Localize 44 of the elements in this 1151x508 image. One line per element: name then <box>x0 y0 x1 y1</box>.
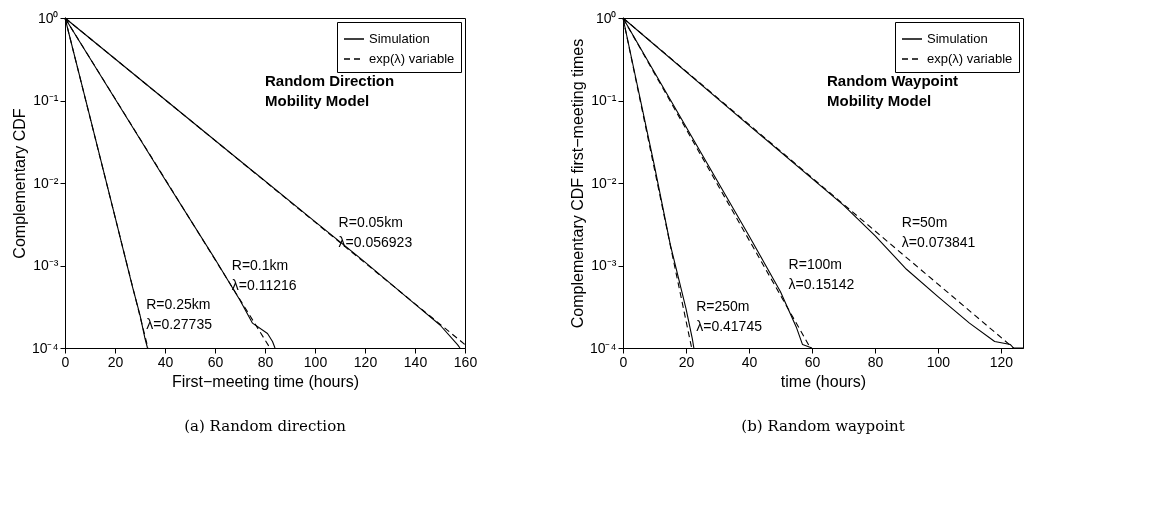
y-tick-label: 10⁻³ <box>33 257 59 273</box>
x-axis-title: time (hours) <box>780 372 867 390</box>
y-axis-title: Complementary CDF first−meeting times <box>568 38 586 329</box>
annotation: Random Direction Mobility Model <box>265 71 395 109</box>
annotation: R=100m λ=0.15142 <box>788 255 855 292</box>
text: (b) Random waypoint <box>741 417 905 435</box>
annotation: R=0.05km λ=0.056923 <box>338 213 413 250</box>
legend-label: exp(λ) variable <box>927 51 1013 66</box>
x-tick-label: 100 <box>926 353 951 370</box>
y-tick-label: 10⁻¹ <box>591 92 617 108</box>
x-tick-label: 60 <box>207 353 224 370</box>
y-tick-label: 10⁻⁴ <box>31 339 59 356</box>
annotation: Random Waypoint Mobility Model <box>827 71 959 109</box>
legend-label: Simulation <box>369 31 430 46</box>
x-tick-label: 80 <box>257 353 274 370</box>
text: (a) Random direction <box>184 417 347 435</box>
y-tick-label: 10⁰ <box>37 9 59 26</box>
x-tick-label: 140 <box>403 353 428 370</box>
x-tick-label: 60 <box>804 353 821 370</box>
x-tick-label: 0 <box>619 353 628 370</box>
annotation: R=0.1km λ=0.11216 <box>231 256 297 293</box>
x-axis-title: First−meeting time (hours) <box>171 372 360 390</box>
x-tick-label: 120 <box>989 353 1014 370</box>
x-tick-label: 120 <box>353 353 378 370</box>
y-tick-label: 10⁻² <box>591 174 617 191</box>
x-tick-label: 0 <box>61 353 70 370</box>
x-tick-label: 160 <box>453 353 478 370</box>
legend-label: exp(λ) variable <box>369 51 455 66</box>
x-tick-label: 100 <box>303 353 328 370</box>
y-tick-label: 10⁰ <box>595 9 617 26</box>
y-axis-title: Complementary CDF <box>10 108 28 259</box>
x-tick-label: 40 <box>741 353 758 370</box>
x-tick-label: 80 <box>867 353 884 370</box>
y-tick-label: 10⁻⁴ <box>589 339 617 356</box>
x-tick-label: 20 <box>107 353 124 370</box>
x-tick-label: 20 <box>678 353 695 370</box>
annotation: R=50m λ=0.073841 <box>901 213 976 250</box>
y-tick-label: 10⁻¹ <box>33 92 59 108</box>
annotation: R=0.25km λ=0.27735 <box>146 296 213 333</box>
x-tick-label: 40 <box>157 353 174 370</box>
y-tick-label: 10⁻³ <box>591 257 617 273</box>
y-tick-label: 10⁻² <box>33 174 59 191</box>
annotation: R=250m λ=0.41745 <box>696 297 763 334</box>
legend-label: Simulation <box>927 31 988 46</box>
